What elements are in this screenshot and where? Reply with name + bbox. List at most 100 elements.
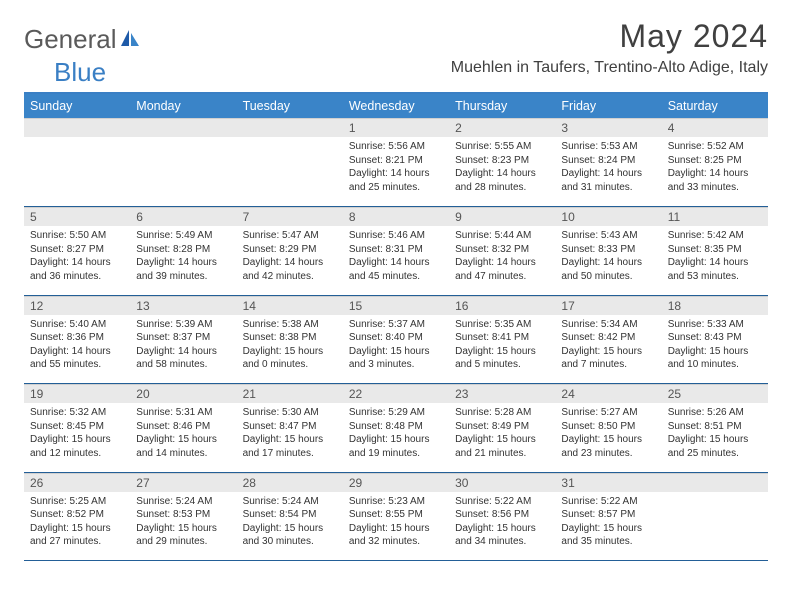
calendar-day-cell <box>662 472 768 560</box>
calendar-week-row: 19Sunrise: 5:32 AMSunset: 8:45 PMDayligh… <box>24 384 768 472</box>
day-number: 3 <box>555 118 661 137</box>
calendar-day-cell <box>24 118 130 206</box>
day-number: 1 <box>343 118 449 137</box>
day-number <box>237 118 343 137</box>
day-details: Sunrise: 5:39 AMSunset: 8:37 PMDaylight:… <box>130 315 236 374</box>
week-divider <box>24 560 768 561</box>
day-number: 14 <box>237 296 343 315</box>
day-number: 4 <box>662 118 768 137</box>
day-details: Sunrise: 5:24 AMSunset: 8:54 PMDaylight:… <box>237 492 343 551</box>
day-number <box>24 118 130 137</box>
day-number: 31 <box>555 473 661 492</box>
weekday-header: Wednesday <box>343 94 449 118</box>
day-number: 28 <box>237 473 343 492</box>
weekday-header: Thursday <box>449 94 555 118</box>
calendar-day-cell: 20Sunrise: 5:31 AMSunset: 8:46 PMDayligh… <box>130 384 236 472</box>
calendar-day-cell: 24Sunrise: 5:27 AMSunset: 8:50 PMDayligh… <box>555 384 661 472</box>
day-details: Sunrise: 5:35 AMSunset: 8:41 PMDaylight:… <box>449 315 555 374</box>
day-number: 7 <box>237 207 343 226</box>
day-details: Sunrise: 5:34 AMSunset: 8:42 PMDaylight:… <box>555 315 661 374</box>
day-details: Sunrise: 5:40 AMSunset: 8:36 PMDaylight:… <box>24 315 130 374</box>
day-details: Sunrise: 5:43 AMSunset: 8:33 PMDaylight:… <box>555 226 661 285</box>
day-details: Sunrise: 5:52 AMSunset: 8:25 PMDaylight:… <box>662 137 768 196</box>
calendar-day-cell: 1Sunrise: 5:56 AMSunset: 8:21 PMDaylight… <box>343 118 449 206</box>
calendar-day-cell: 10Sunrise: 5:43 AMSunset: 8:33 PMDayligh… <box>555 207 661 295</box>
day-number: 18 <box>662 296 768 315</box>
day-details: Sunrise: 5:37 AMSunset: 8:40 PMDaylight:… <box>343 315 449 374</box>
calendar-body: 1Sunrise: 5:56 AMSunset: 8:21 PMDaylight… <box>24 118 768 561</box>
calendar-day-cell: 22Sunrise: 5:29 AMSunset: 8:48 PMDayligh… <box>343 384 449 472</box>
calendar-day-cell: 11Sunrise: 5:42 AMSunset: 8:35 PMDayligh… <box>662 207 768 295</box>
day-details: Sunrise: 5:47 AMSunset: 8:29 PMDaylight:… <box>237 226 343 285</box>
day-number: 15 <box>343 296 449 315</box>
day-details: Sunrise: 5:28 AMSunset: 8:49 PMDaylight:… <box>449 403 555 462</box>
calendar-day-cell: 6Sunrise: 5:49 AMSunset: 8:28 PMDaylight… <box>130 207 236 295</box>
day-number: 16 <box>449 296 555 315</box>
day-details: Sunrise: 5:31 AMSunset: 8:46 PMDaylight:… <box>130 403 236 462</box>
calendar-day-cell: 14Sunrise: 5:38 AMSunset: 8:38 PMDayligh… <box>237 295 343 383</box>
day-details: Sunrise: 5:29 AMSunset: 8:48 PMDaylight:… <box>343 403 449 462</box>
calendar-week-row: 12Sunrise: 5:40 AMSunset: 8:36 PMDayligh… <box>24 295 768 383</box>
day-details: Sunrise: 5:22 AMSunset: 8:57 PMDaylight:… <box>555 492 661 551</box>
calendar-day-cell: 12Sunrise: 5:40 AMSunset: 8:36 PMDayligh… <box>24 295 130 383</box>
calendar-day-cell: 13Sunrise: 5:39 AMSunset: 8:37 PMDayligh… <box>130 295 236 383</box>
weekday-header: Saturday <box>662 94 768 118</box>
day-number: 13 <box>130 296 236 315</box>
calendar-day-cell: 28Sunrise: 5:24 AMSunset: 8:54 PMDayligh… <box>237 472 343 560</box>
calendar-day-cell <box>237 118 343 206</box>
day-details: Sunrise: 5:32 AMSunset: 8:45 PMDaylight:… <box>24 403 130 462</box>
calendar-day-cell: 29Sunrise: 5:23 AMSunset: 8:55 PMDayligh… <box>343 472 449 560</box>
calendar-day-cell: 17Sunrise: 5:34 AMSunset: 8:42 PMDayligh… <box>555 295 661 383</box>
weekday-header: Tuesday <box>237 94 343 118</box>
weekday-header: Sunday <box>24 94 130 118</box>
day-details: Sunrise: 5:44 AMSunset: 8:32 PMDaylight:… <box>449 226 555 285</box>
month-title: May 2024 <box>451 18 768 55</box>
day-number: 23 <box>449 384 555 403</box>
day-details: Sunrise: 5:23 AMSunset: 8:55 PMDaylight:… <box>343 492 449 551</box>
day-number: 22 <box>343 384 449 403</box>
calendar-day-cell: 3Sunrise: 5:53 AMSunset: 8:24 PMDaylight… <box>555 118 661 206</box>
weekday-header: Monday <box>130 94 236 118</box>
day-details: Sunrise: 5:38 AMSunset: 8:38 PMDaylight:… <box>237 315 343 374</box>
day-number: 6 <box>130 207 236 226</box>
day-number: 9 <box>449 207 555 226</box>
calendar-week-row: 5Sunrise: 5:50 AMSunset: 8:27 PMDaylight… <box>24 207 768 295</box>
day-number <box>662 473 768 492</box>
day-details: Sunrise: 5:56 AMSunset: 8:21 PMDaylight:… <box>343 137 449 196</box>
weekday-header-row: Sunday Monday Tuesday Wednesday Thursday… <box>24 94 768 118</box>
day-details: Sunrise: 5:26 AMSunset: 8:51 PMDaylight:… <box>662 403 768 462</box>
weekday-header: Friday <box>555 94 661 118</box>
calendar-day-cell: 25Sunrise: 5:26 AMSunset: 8:51 PMDayligh… <box>662 384 768 472</box>
calendar-day-cell: 23Sunrise: 5:28 AMSunset: 8:49 PMDayligh… <box>449 384 555 472</box>
day-number: 10 <box>555 207 661 226</box>
calendar-day-cell: 30Sunrise: 5:22 AMSunset: 8:56 PMDayligh… <box>449 472 555 560</box>
day-number: 17 <box>555 296 661 315</box>
calendar-day-cell: 27Sunrise: 5:24 AMSunset: 8:53 PMDayligh… <box>130 472 236 560</box>
calendar-day-cell: 31Sunrise: 5:22 AMSunset: 8:57 PMDayligh… <box>555 472 661 560</box>
calendar-day-cell: 4Sunrise: 5:52 AMSunset: 8:25 PMDaylight… <box>662 118 768 206</box>
calendar-week-row: 1Sunrise: 5:56 AMSunset: 8:21 PMDaylight… <box>24 118 768 206</box>
calendar-day-cell: 9Sunrise: 5:44 AMSunset: 8:32 PMDaylight… <box>449 207 555 295</box>
sail-icon <box>119 28 141 53</box>
day-number: 26 <box>24 473 130 492</box>
day-number: 12 <box>24 296 130 315</box>
day-number: 25 <box>662 384 768 403</box>
day-number: 8 <box>343 207 449 226</box>
calendar-day-cell: 2Sunrise: 5:55 AMSunset: 8:23 PMDaylight… <box>449 118 555 206</box>
day-details: Sunrise: 5:49 AMSunset: 8:28 PMDaylight:… <box>130 226 236 285</box>
day-number: 5 <box>24 207 130 226</box>
calendar-day-cell: 15Sunrise: 5:37 AMSunset: 8:40 PMDayligh… <box>343 295 449 383</box>
day-details: Sunrise: 5:55 AMSunset: 8:23 PMDaylight:… <box>449 137 555 196</box>
logo-text-general: General <box>24 24 117 55</box>
day-number: 30 <box>449 473 555 492</box>
calendar-table: Sunday Monday Tuesday Wednesday Thursday… <box>24 94 768 561</box>
day-number: 21 <box>237 384 343 403</box>
logo-text-blue: Blue <box>24 57 106 87</box>
day-details: Sunrise: 5:27 AMSunset: 8:50 PMDaylight:… <box>555 403 661 462</box>
day-details: Sunrise: 5:46 AMSunset: 8:31 PMDaylight:… <box>343 226 449 285</box>
calendar-day-cell: 19Sunrise: 5:32 AMSunset: 8:45 PMDayligh… <box>24 384 130 472</box>
calendar-day-cell: 21Sunrise: 5:30 AMSunset: 8:47 PMDayligh… <box>237 384 343 472</box>
day-number: 24 <box>555 384 661 403</box>
calendar-day-cell <box>130 118 236 206</box>
calendar-day-cell: 8Sunrise: 5:46 AMSunset: 8:31 PMDaylight… <box>343 207 449 295</box>
